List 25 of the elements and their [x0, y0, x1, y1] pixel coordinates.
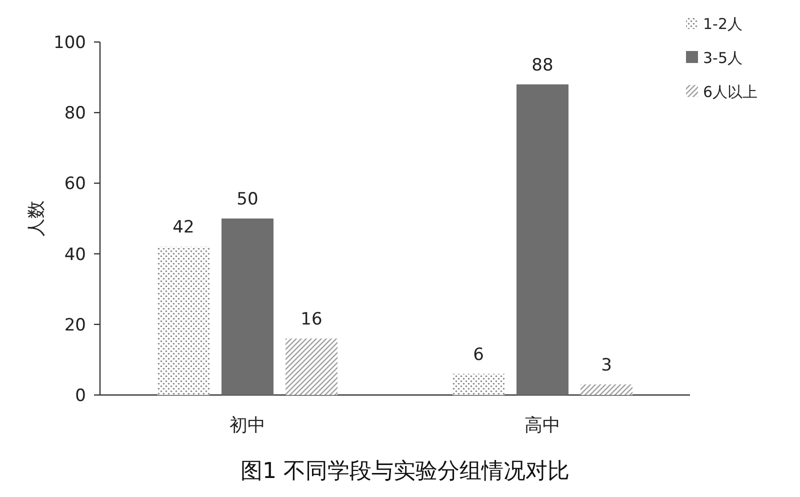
bar: [452, 374, 504, 395]
data-label: 88: [532, 55, 554, 76]
bar: [158, 246, 210, 395]
y-axis-title: 人数: [26, 200, 47, 236]
y-tick-label: 40: [64, 244, 86, 265]
y-tick-label: 0: [75, 386, 86, 406]
y-tick-label: 80: [64, 104, 86, 124]
y-tick-label: 60: [64, 174, 86, 194]
y-tick-label: 100: [54, 33, 86, 53]
y-tick-label: 20: [64, 315, 86, 336]
text: 图1 不同学段与实验分组情况对比: [240, 459, 570, 484]
bar: [580, 384, 632, 395]
data-label: 3: [601, 355, 612, 376]
data-label: 50: [236, 190, 258, 210]
data-label: 6: [473, 344, 484, 365]
legend-label: 3-5人: [703, 49, 742, 67]
bar: [516, 84, 568, 395]
legend-label: 6人以上: [703, 83, 758, 101]
x-tick-label: 高中: [524, 415, 560, 436]
bar: [222, 218, 274, 395]
data-label: 42: [172, 218, 194, 238]
data-label: 16: [300, 310, 322, 330]
bar: [286, 338, 338, 395]
legend-label: 1-2人: [703, 15, 742, 33]
x-tick-label: 初中: [230, 415, 266, 436]
